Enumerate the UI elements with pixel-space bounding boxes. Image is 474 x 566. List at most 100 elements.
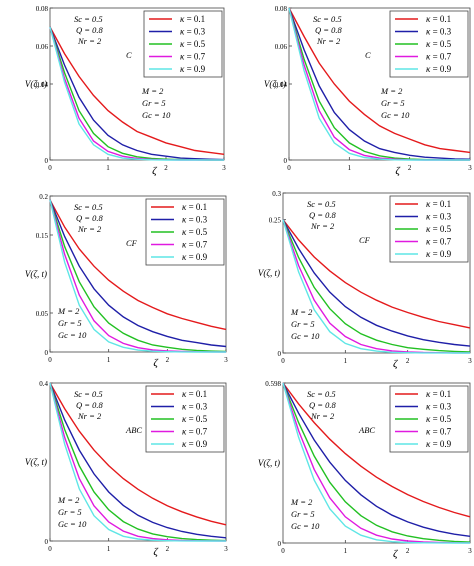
plot-frame [49,195,227,353]
y-tick-label: 0.06 [36,43,49,51]
y-tick-label: 0.08 [36,5,49,13]
legend-box [389,385,469,453]
series-line-2 [49,382,227,539]
param-annotation: M = 2 [57,495,80,505]
plot-frame [282,382,471,544]
legend-label: κ = 0.7 [426,237,452,247]
legend-label: κ = 0.7 [182,427,208,437]
model-label: ABC [125,425,142,435]
x-tick-label: 3 [468,547,472,555]
param-annotation: M = 2 [380,86,403,96]
legend-label: κ = 0.7 [426,427,452,437]
y-tick-label: 0.598 [265,380,281,388]
x-tick-label: 2 [166,356,170,364]
x-tick-label: 1 [344,547,348,555]
x-axis-label: ζ [153,546,159,558]
x-tick-label: 3 [468,357,472,365]
legend: κ = 0.1 κ = 0.3 κ = 0.5 κ = 0.7 κ = 0.9 [389,195,469,263]
param-annotation: M = 2 [57,306,80,316]
series-line-1 [282,382,471,518]
legend-label: κ = 0.9 [180,64,206,74]
legend-label: κ = 0.7 [426,52,452,62]
param-annotation: Sc = 0.5 [74,202,103,212]
param-annotation: Sc = 0.5 [307,389,336,399]
y-tick-label: 0 [45,538,49,546]
legend: κ = 0.1 κ = 0.3 κ = 0.5 κ = 0.7 κ = 0.9 [145,385,225,453]
param-annotation: Nr = 2 [77,36,102,46]
x-tick-label: 2 [406,547,410,555]
x-axis-label: ζ [153,357,159,369]
param-annotation: Gr = 5 [291,509,315,519]
param-annotation: M = 2 [141,86,164,96]
x-tick-label: 1 [348,164,352,172]
model-label: CF [126,238,138,248]
series-line-3 [282,382,471,543]
legend-label: κ = 0.5 [182,414,208,424]
y-axis-label: V(ζ, t) [25,457,47,467]
series-line-1 [282,219,471,329]
y-tick-label: 0.06 [275,43,288,51]
param-annotation: Sc = 0.5 [74,389,103,399]
y-axis-label: V(ζ, t) [25,269,47,279]
legend-label: κ = 0.5 [426,39,452,49]
y-tick-label: 0 [45,157,49,165]
y-tick-label: 0.15 [36,232,49,240]
x-axis-label: ζ [152,165,158,177]
series-line-1 [288,7,471,154]
series-line-5 [49,26,224,161]
series-line-5 [282,219,470,354]
param-annotation: Q = 0.8 [309,400,336,410]
legend-label: κ = 0.3 [182,402,208,412]
legend-label: κ = 0.7 [180,52,206,62]
y-tick-label: 0.04 [36,81,49,89]
x-tick-label: 2 [166,545,170,553]
param-annotation: Nr = 2 [77,224,102,234]
param-annotation: Q = 0.8 [76,400,103,410]
series-line-2 [49,199,227,348]
series-line-1 [49,382,227,526]
legend-label: κ = 0.7 [182,240,208,250]
legend-label: κ = 0.9 [426,249,452,259]
y-tick-label: 0.4 [39,380,48,388]
legend-label: κ = 0.3 [426,27,452,37]
legend: κ = 0.1 κ = 0.3 κ = 0.5 κ = 0.7 κ = 0.9 [145,198,225,266]
y-tick-label: 0 [278,350,282,358]
param-annotation: Sc = 0.5 [74,14,103,24]
model-label: C [365,50,371,60]
y-tick-label: 0.2 [39,193,48,201]
series-line-2 [282,219,471,347]
legend-label: κ = 0.3 [180,27,206,37]
series-line-2 [282,382,471,537]
x-tick-label: 1 [344,357,348,365]
legend-label: κ = 0.5 [180,39,206,49]
param-annotation: Gc = 10 [381,110,410,120]
x-tick-label: 0 [48,164,52,172]
legend-label: κ = 0.9 [426,439,452,449]
model-label: C [126,50,132,60]
chart-panel-middle-right: 0 1 2 3 0 0.25 0.3 ζ V(ζ, t) Sc = 0.5Q = 0.8Nr = … [258,190,472,370]
model-label: ABC [358,425,375,435]
x-tick-label: 0 [281,547,285,555]
param-annotation: Nr = 2 [310,411,335,421]
y-tick-label: 0 [284,157,288,165]
x-tick-label: 3 [222,164,226,172]
legend-label: κ = 0.3 [182,215,208,225]
y-tick-label: 0.08 [275,5,288,13]
series-line-5 [49,199,226,353]
x-tick-label: 0 [287,164,291,172]
chart-panel-top-left: 0 1 2 3 0 0.04 0.06 0.08 ζ V(ζ, t) Sc = 0.5Q = 0.8… [25,5,226,177]
param-annotation: Q = 0.8 [76,213,103,223]
series-line-1 [49,26,225,155]
series-line-5 [282,382,470,544]
legend-label: κ = 0.3 [426,402,452,412]
plot-frame [282,192,471,354]
x-tick-label: 3 [224,356,228,364]
legend: κ = 0.1 κ = 0.3 κ = 0.5 κ = 0.7 κ = 0.9 [389,385,469,453]
param-annotation: M = 2 [290,497,313,507]
y-tick-label: 0 [45,349,49,357]
chart-panel-bottom-left: 0 1 2 3 0 0.4 ζ V(ζ, t) Sc = 0.5Q = 0.8Nr = 2 ABC… [25,380,228,558]
series-line-2 [288,7,471,160]
legend-label: κ = 0.5 [182,227,208,237]
legend-label: κ = 0.3 [426,212,452,222]
chart-panel-bottom-right: 0 1 2 3 0 0.598 ζ V(ζ, t) Sc = 0.5Q = 0.8Nr = 2 A… [258,380,472,560]
